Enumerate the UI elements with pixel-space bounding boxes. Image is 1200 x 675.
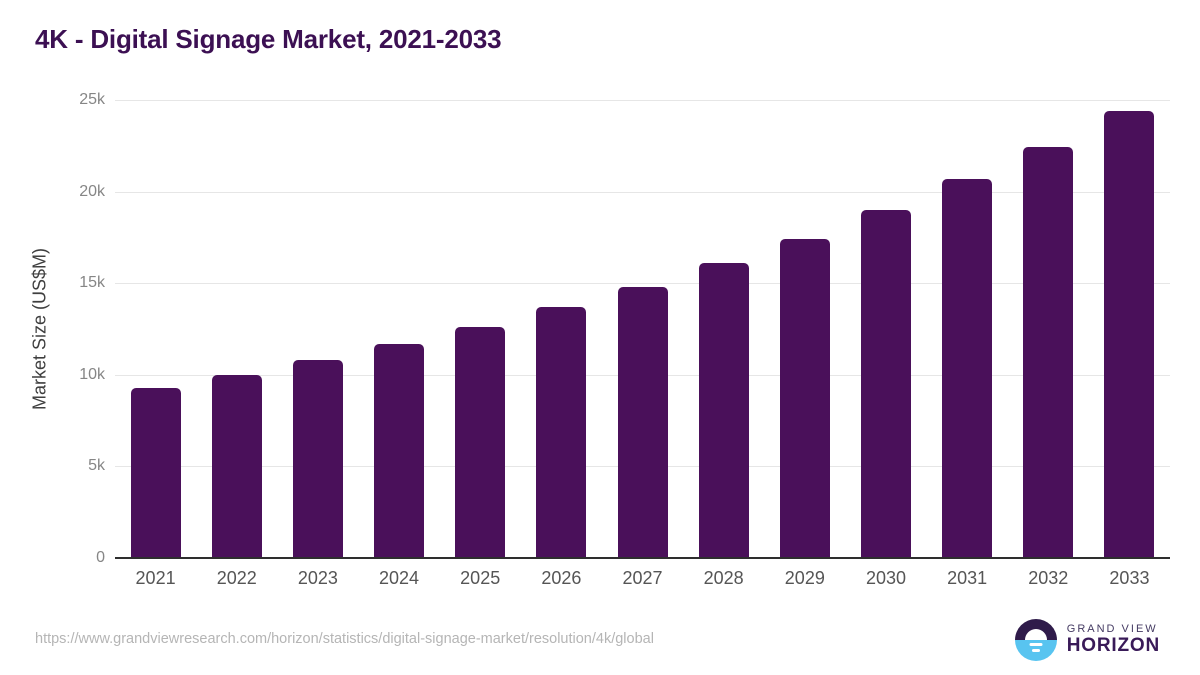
y-tick-label-10k: 10k	[79, 366, 105, 383]
bar-2030[interactable]	[860, 210, 911, 558]
x-tick-label-2029: 2029	[784, 568, 825, 588]
x-tick-label-2030: 2030	[865, 568, 906, 588]
y-tick-label-15k: 15k	[79, 274, 105, 291]
brand-logo: GRAND VIEW HORIZON	[1014, 619, 1160, 661]
gridline-20k	[115, 192, 1170, 193]
reflection-dash	[1031, 649, 1040, 652]
bar-slot-2027	[602, 100, 683, 558]
bar-slot-2030	[845, 100, 926, 558]
sun-dome-shape	[1024, 629, 1047, 640]
bar-2023[interactable]	[292, 360, 343, 558]
bar-2028[interactable]	[698, 263, 749, 558]
y-tick-label-25k: 25k	[79, 91, 105, 108]
bar-slot-2026	[521, 100, 602, 558]
gridline-25k	[115, 100, 1170, 101]
bar-2027[interactable]	[617, 287, 668, 558]
bar-series	[115, 100, 1170, 558]
bar-2029[interactable]	[779, 239, 830, 558]
x-tick-label-2021: 2021	[135, 568, 176, 588]
bar-slot-2022	[196, 100, 277, 558]
gridline-15k	[115, 283, 1170, 284]
x-tick-label-2026: 2026	[541, 568, 582, 588]
logo-brand-name: GRAND VIEW	[1066, 623, 1158, 635]
bar-slot-2021	[115, 100, 196, 558]
bar-2021[interactable]	[130, 388, 181, 558]
logo-product-name: HORIZON	[1066, 635, 1160, 657]
y-tick-label-0: 0	[96, 549, 105, 566]
y-tick-label-20k: 20k	[79, 183, 105, 200]
x-tick-label-2031: 2031	[947, 568, 988, 588]
y-tick-label-5k: 5k	[88, 457, 105, 474]
x-tick-label-2024: 2024	[379, 568, 420, 588]
bar-slot-2025	[440, 100, 521, 558]
x-tick-label-2033: 2033	[1109, 568, 1150, 588]
bar-slot-2029	[764, 100, 845, 558]
reflection-dash	[1029, 643, 1043, 646]
bar-slot-2024	[358, 100, 439, 558]
bar-slot-2033	[1089, 100, 1170, 558]
bar-slot-2031	[927, 100, 1008, 558]
bar-slot-2032	[1008, 100, 1089, 558]
bar-2022[interactable]	[211, 375, 262, 558]
x-tick-label-2027: 2027	[622, 568, 663, 588]
bar-slot-2028	[683, 100, 764, 558]
x-tick-label-2023: 2023	[297, 568, 338, 588]
x-tick-label-2022: 2022	[216, 568, 257, 588]
bar-2026[interactable]	[536, 307, 587, 558]
source-url: https://www.grandviewresearch.com/horizo…	[35, 631, 654, 647]
bar-2033[interactable]	[1104, 111, 1155, 558]
x-axis-labels: 2021 2022 2023 2024 2025 2026 2027 2028 2029 2030…	[115, 568, 1170, 589]
bar-slot-2023	[277, 100, 358, 558]
x-tick-label-2032: 2032	[1028, 568, 1069, 588]
bar-2024[interactable]	[374, 344, 425, 558]
chart-title: 4K - Digital Signage Market, 2021-2033	[35, 24, 502, 54]
plot-area	[115, 100, 1170, 559]
horizon-sunrise-icon	[1014, 619, 1057, 661]
x-axis-line	[115, 557, 1170, 559]
logo-text: GRAND VIEW HORIZON	[1067, 623, 1160, 657]
x-tick-label-2028: 2028	[703, 568, 744, 588]
bar-2031[interactable]	[942, 179, 993, 558]
bar-2025[interactable]	[455, 327, 506, 558]
bar-2032[interactable]	[1023, 147, 1074, 558]
x-tick-label-2025: 2025	[460, 568, 501, 588]
y-axis-ticks: 25k 20k 15k 10k 5k 0	[0, 91, 105, 566]
